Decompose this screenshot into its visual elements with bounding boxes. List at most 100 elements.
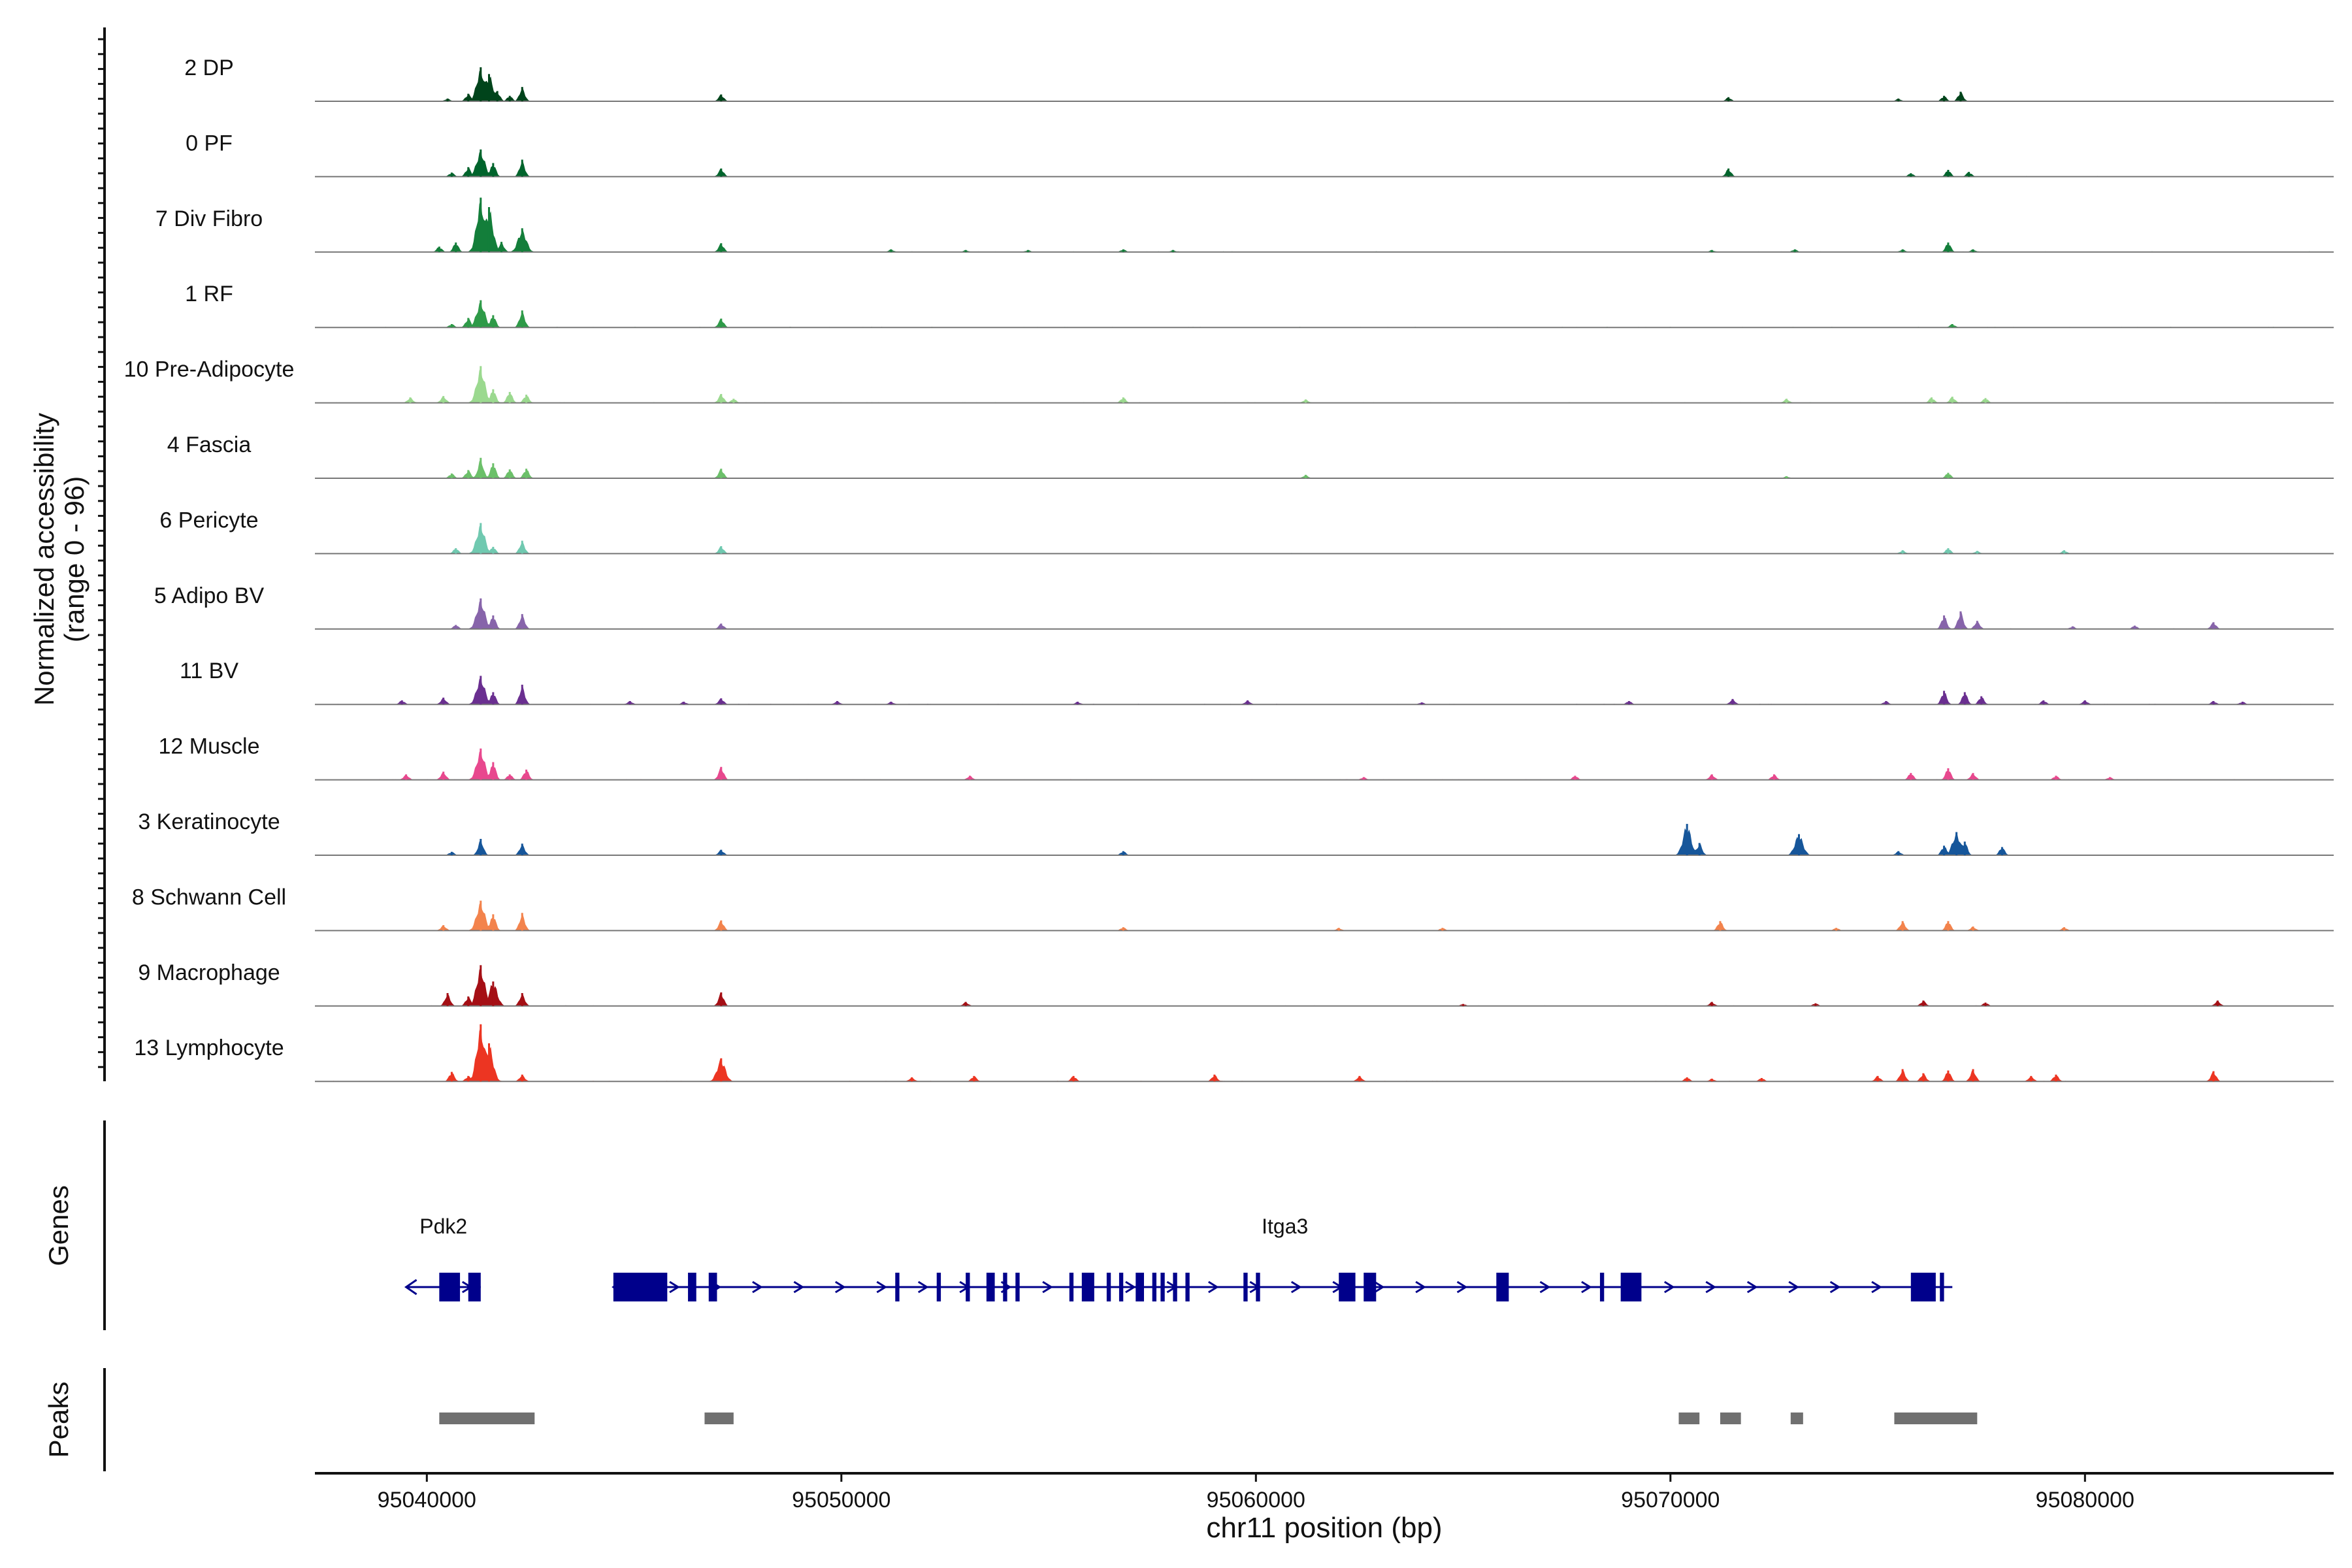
track-3-keratinocyte: 3 Keratinocyte bbox=[138, 809, 2334, 856]
strand-arrowhead bbox=[404, 1279, 417, 1296]
x-tick-label: 95060000 bbox=[1207, 1488, 1305, 1512]
gene-exon bbox=[1496, 1273, 1509, 1301]
coverage-area bbox=[315, 749, 2334, 780]
x-tick-label: 95040000 bbox=[378, 1488, 476, 1512]
coverage-area bbox=[315, 677, 2334, 705]
peak-region bbox=[1678, 1413, 1700, 1424]
track-label: 6 Pericyte bbox=[159, 508, 258, 532]
x-tick-label: 95080000 bbox=[2036, 1488, 2134, 1512]
gene-track: Genes Pdk2 Itga3 bbox=[43, 1120, 1953, 1330]
gene-exon bbox=[1152, 1273, 1157, 1301]
strand-chevron bbox=[1746, 1281, 1758, 1294]
coverage-area bbox=[315, 524, 2334, 554]
gene-label: Itga3 bbox=[1262, 1215, 1308, 1238]
strand-chevron bbox=[835, 1281, 846, 1294]
coverage-area bbox=[315, 68, 2334, 101]
strand-chevron bbox=[1664, 1281, 1675, 1294]
y-axis-label-line2: (range 0 - 96) bbox=[59, 476, 90, 642]
track-label: 12 Muscle bbox=[159, 734, 260, 759]
track-5-adipo-bv: 5 Adipo BV bbox=[154, 583, 2334, 630]
track-label: 8 Schwann Cell bbox=[132, 885, 286, 909]
gene-exon bbox=[1364, 1273, 1377, 1301]
gene-label: Pdk2 bbox=[419, 1215, 467, 1238]
strand-chevron bbox=[1456, 1281, 1468, 1294]
gene-itga3: Itga3 bbox=[612, 1215, 1953, 1301]
track-4-fascia: 4 Fascia bbox=[167, 433, 2334, 479]
gene-exon bbox=[1910, 1273, 1936, 1301]
track-label: 9 Macrophage bbox=[138, 960, 280, 985]
strand-chevron bbox=[752, 1281, 763, 1294]
strand-chevron bbox=[1208, 1281, 1219, 1294]
gene-exon bbox=[986, 1273, 995, 1301]
track-label: 1 RF bbox=[185, 282, 233, 306]
strand-chevron bbox=[1581, 1281, 1592, 1294]
gene-exon bbox=[688, 1273, 696, 1301]
coverage-area bbox=[315, 150, 2334, 177]
track-label: 10 Pre-Adipocyte bbox=[124, 357, 295, 382]
track-label: 5 Adipo BV bbox=[154, 583, 265, 608]
gene-exon bbox=[439, 1273, 461, 1301]
gene-exon bbox=[1069, 1273, 1074, 1301]
gene-exon bbox=[613, 1273, 668, 1301]
x-axis-title: chr11 position (bp) bbox=[1206, 1512, 1442, 1544]
track-6-pericyte: 6 Pericyte bbox=[159, 508, 2334, 555]
gene-exon bbox=[1119, 1273, 1124, 1301]
coverage-area bbox=[315, 367, 2334, 403]
track-label: 2 DP bbox=[184, 56, 234, 80]
peak-region bbox=[704, 1413, 734, 1424]
gene-exon bbox=[1106, 1273, 1111, 1301]
track-0-pf: 0 PF bbox=[186, 131, 2334, 178]
y-axis-title: Normalized accessibility (range 0 - 96) bbox=[29, 413, 90, 706]
peak-region bbox=[1790, 1413, 1803, 1424]
coverage-area bbox=[315, 902, 2334, 931]
track-label: 0 PF bbox=[186, 131, 233, 155]
gene-exon bbox=[966, 1273, 970, 1301]
genes-track-label: Genes bbox=[43, 1185, 74, 1266]
track-7-div-fibro: 7 Div Fibro bbox=[155, 197, 2334, 253]
gene-exon bbox=[708, 1273, 717, 1301]
strand-chevron bbox=[1871, 1281, 1882, 1294]
track-10-pre-adipocyte: 10 Pre-Adipocyte bbox=[124, 357, 2334, 404]
x-tick-label: 95070000 bbox=[1621, 1488, 1720, 1512]
gene-exon bbox=[1339, 1273, 1356, 1301]
gene-exon bbox=[1243, 1273, 1248, 1301]
track-1-rf: 1 RF bbox=[185, 282, 2334, 329]
x-axis: chr11 position (bp) 95040000 95050000 9506… bbox=[315, 1472, 2334, 1544]
track-label: 3 Keratinocyte bbox=[138, 809, 280, 834]
strand-chevron bbox=[1539, 1281, 1551, 1294]
strand-chevron bbox=[669, 1281, 680, 1294]
strand-chevron bbox=[1415, 1281, 1426, 1294]
track-label: 11 BV bbox=[180, 659, 238, 683]
strand-chevron bbox=[1290, 1281, 1302, 1294]
coverage-area bbox=[315, 458, 2334, 478]
strand-chevron bbox=[1788, 1281, 1800, 1294]
strand-chevron bbox=[917, 1281, 929, 1294]
strand-chevron bbox=[876, 1281, 888, 1294]
gene-exon bbox=[1015, 1273, 1020, 1301]
strand-chevron bbox=[1829, 1281, 1841, 1294]
coverage-area bbox=[315, 1026, 2334, 1082]
gene-exon bbox=[1160, 1273, 1165, 1301]
gene-exon bbox=[1940, 1273, 1944, 1301]
y-axis-label-line1: Normalized accessibility bbox=[29, 413, 59, 706]
gene-exon bbox=[1135, 1273, 1144, 1301]
coverage-area bbox=[315, 199, 2334, 252]
track-11-bv: 11 BV bbox=[180, 659, 2334, 706]
coverage-area bbox=[315, 966, 2334, 1006]
track-label: 7 Div Fibro bbox=[155, 206, 263, 231]
track-12-muscle: 12 Muscle bbox=[159, 734, 2334, 781]
gene-exon bbox=[895, 1273, 900, 1301]
peak-region bbox=[1894, 1413, 1978, 1424]
peaks-track: Peaks bbox=[43, 1368, 1978, 1471]
strand-chevron bbox=[793, 1281, 805, 1294]
strand-chevron bbox=[1042, 1281, 1053, 1294]
gene-exon bbox=[468, 1273, 481, 1301]
track-2-dp: 2 DP bbox=[184, 56, 2334, 102]
gene-exon bbox=[1256, 1273, 1260, 1301]
strand-chevron bbox=[1125, 1281, 1136, 1294]
track-9-macrophage: 9 Macrophage bbox=[138, 960, 2334, 1007]
coverage-area bbox=[315, 828, 2334, 855]
gene-exon bbox=[936, 1273, 941, 1301]
gene-exon bbox=[1003, 1273, 1007, 1301]
